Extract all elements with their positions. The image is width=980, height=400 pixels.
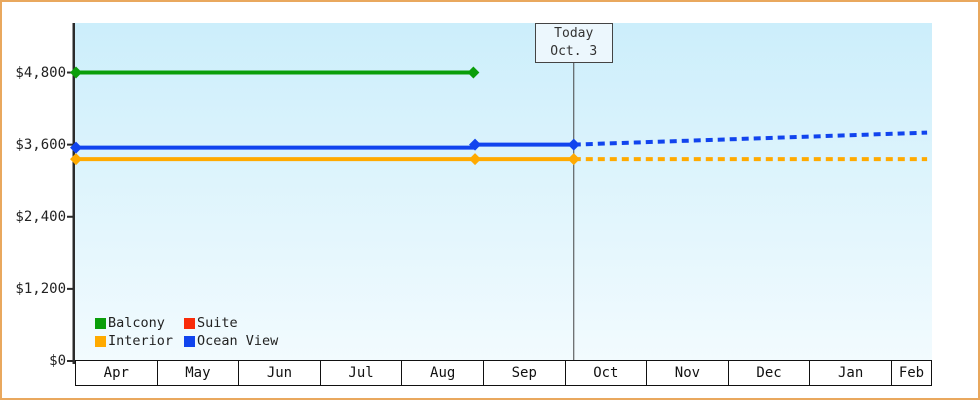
data-point-diamond [467,66,480,79]
month-cell-dec: Dec [729,361,811,385]
legend-label: Balcony [108,315,165,331]
legend-label: Interior [108,333,174,349]
y-tick-label: $1,200 [15,280,66,297]
legend: Balcony Suite Interior Ocean View [95,314,278,350]
y-axis-tick [67,287,74,290]
y-tick-label: $2,400 [15,208,66,225]
plot-background [74,23,932,361]
legend-item-ocean-view: Ocean View [184,333,278,349]
y-axis-line [72,23,75,364]
data-point-diamond [70,141,82,154]
legend-swatch [95,317,106,329]
month-cell-jul: Jul [321,361,403,385]
today-date: Oct. 3 [550,44,598,59]
y-axis-tick [67,360,74,362]
y-tick-label: $0 [49,353,66,369]
month-cell-sep: Sep [484,361,566,385]
legend-row: Balcony Suite [95,314,278,332]
month-cell-jun: Jun [239,361,321,385]
data-point-diamond [567,153,580,166]
data-point-diamond [469,153,482,166]
month-cell-oct: Oct [566,361,648,385]
legend-label: Suite [197,315,238,331]
month-cell-jan: Jan [810,361,892,385]
today-annotation: Today Oct. 3 [534,23,613,63]
month-cell-apr: Apr [76,361,158,385]
data-point-diamond [70,153,82,166]
y-axis-tick [67,143,74,146]
y-tick-label: $3,600 [15,136,66,153]
data-point-diamond [567,138,580,151]
y-tick-label: $4,800 [15,64,66,81]
legend-row: Interior Ocean View [95,332,278,350]
legend-swatch [184,317,195,329]
legend-item-balcony: Balcony [95,315,184,331]
data-point-diamond [469,138,482,151]
today-label: Today [554,26,594,41]
legend-swatch [184,335,195,347]
month-cell-aug: Aug [402,361,484,385]
series-forecast-ocean-view [573,130,928,147]
month-cell-may: May [158,361,240,385]
x-axis-month-row: Apr May Jun Jul Aug Sep Oct Nov Dec Jan Feb [75,360,932,386]
y-axis-tick [67,215,74,218]
legend-item-interior: Interior [95,333,184,349]
month-cell-nov: Nov [647,361,729,385]
legend-item-suite: Suite [184,315,238,331]
legend-label: Ocean View [197,333,279,349]
month-cell-feb: Feb [898,365,925,381]
legend-swatch [95,335,106,347]
data-point-diamond [70,66,82,79]
